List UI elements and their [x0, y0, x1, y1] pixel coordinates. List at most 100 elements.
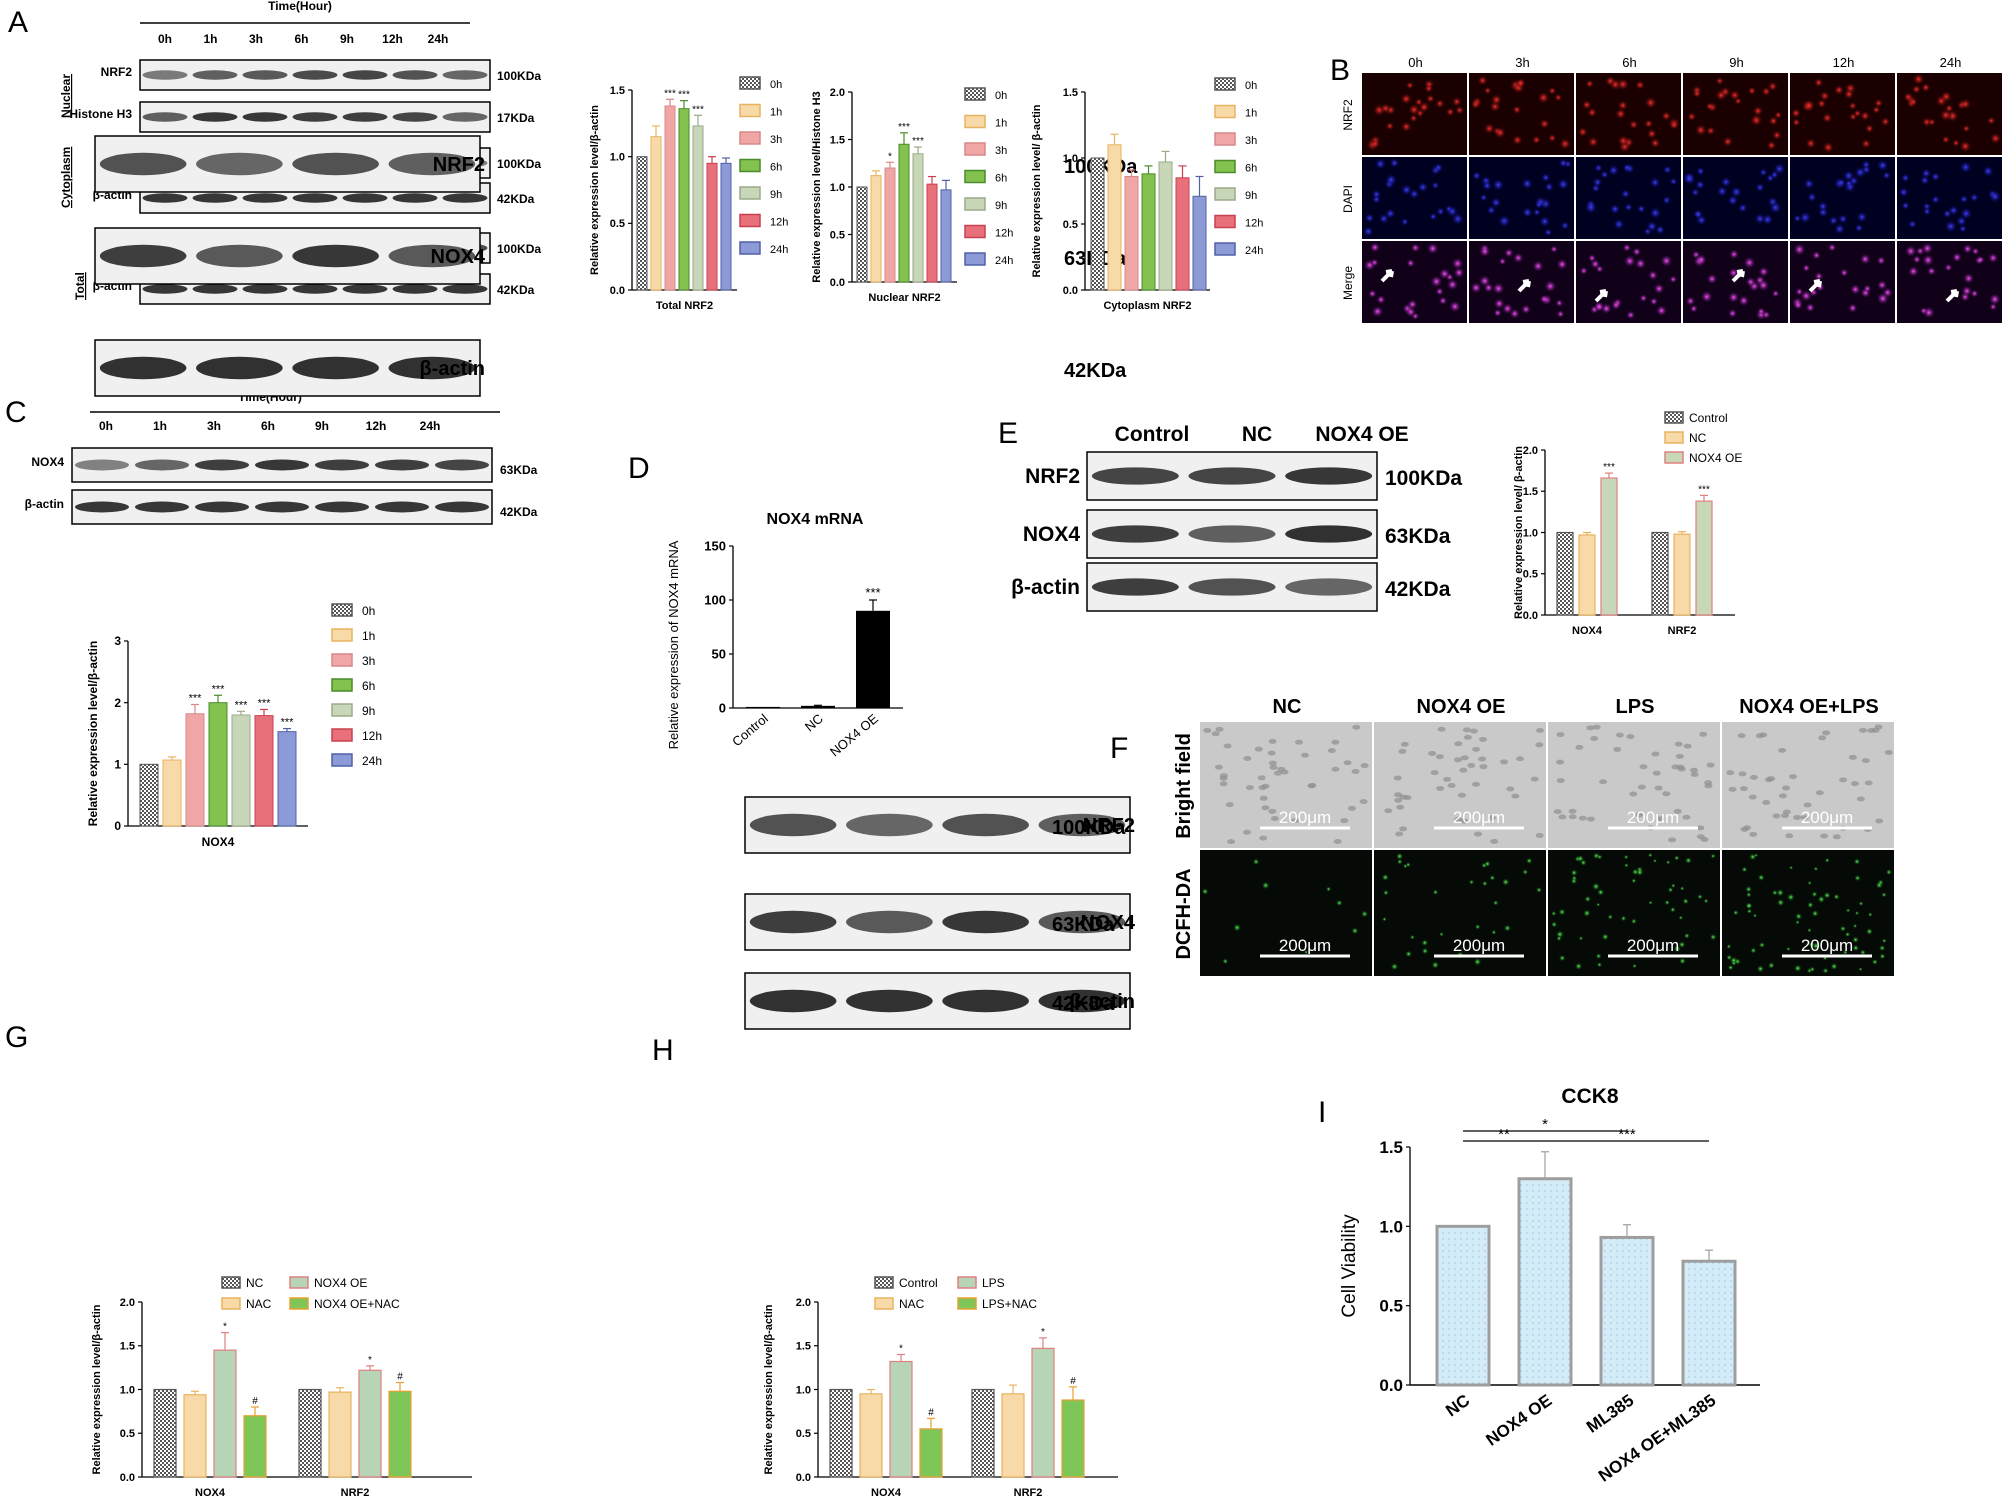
significance-label: * [899, 1344, 903, 1355]
significance-label: *** [865, 585, 880, 600]
cell-outline [1398, 748, 1407, 754]
chart-A1: 0.00.51.01.5 *** ******Total NRF2Relative … [589, 76, 788, 312]
panel-label-c: C [5, 396, 27, 429]
cell-outline [1861, 758, 1870, 764]
fluorescent-cell [1758, 941, 1766, 949]
cell-nucleus [1982, 165, 1994, 177]
fluorescent-cell [1631, 878, 1637, 884]
cell-outline [1215, 726, 1224, 732]
cell-nucleus [1625, 310, 1636, 320]
bar [213, 1349, 237, 1478]
bar [889, 1360, 913, 1478]
condition-label: NOX4 OE [1417, 696, 1506, 718]
cell-outline [1699, 731, 1708, 737]
y-tick-label: 1.0 [796, 1384, 811, 1396]
fluorescent-cell [1732, 909, 1739, 916]
cell-nucleus [1730, 185, 1743, 198]
fluorescent-cell [1233, 923, 1242, 932]
y-tick-label: 0.5 [1523, 569, 1538, 581]
cell-nucleus [1988, 190, 2002, 203]
cell-nucleus [1821, 112, 1833, 124]
legend-label: 6h [1245, 163, 1257, 175]
fluorescent-cell [1522, 869, 1529, 875]
y-tick-label: 0.0 [120, 1472, 135, 1484]
cell-nucleus [1491, 178, 1505, 192]
cell-nucleus [1961, 285, 1973, 297]
cell-nucleus [1380, 102, 1391, 114]
cell-nucleus [1547, 133, 1557, 143]
time-label: 0h [1408, 55, 1422, 70]
group-label-cytoplasm: Cytoplasm [59, 147, 73, 208]
fluorescent-cell [1382, 889, 1389, 896]
cell-outline [1739, 786, 1748, 792]
fluorescent-cell [1746, 892, 1752, 898]
cell-outline [1864, 780, 1873, 786]
blot-band [942, 989, 1029, 1013]
cell-nucleus [1470, 281, 1483, 294]
bar [358, 1369, 382, 1478]
cell-nucleus [1962, 272, 1975, 285]
arrow-icon [1594, 289, 1608, 303]
cell-outline [1740, 826, 1749, 832]
cell-nucleus [1837, 213, 1849, 224]
panel-h-blot: ControlNACLPSLPS+NACNRF2100KDaNOX463KDaβ… [0, 0, 1136, 1030]
bar [1107, 144, 1122, 291]
cell-nucleus [1400, 92, 1413, 105]
fluorescent-cell [1597, 854, 1603, 860]
cell-outline [1395, 831, 1404, 837]
blot-band [392, 70, 438, 80]
bar [856, 610, 890, 708]
cell-nucleus [1919, 306, 1928, 315]
cell-nucleus [1876, 279, 1888, 291]
fluorescent-cell [1879, 944, 1886, 952]
cell-outline [1793, 815, 1802, 821]
cell-nucleus [1745, 276, 1756, 288]
fluorescent-cell [1592, 882, 1600, 891]
legend-label: 9h [362, 704, 375, 718]
cell-outline [1359, 799, 1368, 805]
blot-row-label: NOX4 [31, 455, 64, 469]
blot-band [292, 70, 338, 80]
cell-outline [1478, 736, 1487, 742]
blot-row-label: NRF2 [1025, 465, 1080, 488]
cell-nucleus [1497, 214, 1511, 228]
cell-outline [1270, 816, 1279, 822]
blot-column-label: NOX4 OE+NAC [0, 0, 72, 5]
cell-nucleus [1880, 116, 1891, 127]
cell-nucleus [1904, 244, 1917, 258]
cell-outline [1459, 767, 1468, 773]
cell-nucleus [1613, 218, 1625, 231]
cell-nucleus [1662, 195, 1672, 205]
legend-label: 0h [362, 604, 375, 618]
cell-nucleus [1729, 89, 1741, 101]
cell-outline [1462, 727, 1471, 733]
fluorescent-cell [1807, 880, 1812, 886]
x-tick-label: Control [729, 711, 771, 750]
cell-nucleus [1816, 98, 1827, 109]
fluorescent-cell [1570, 869, 1578, 877]
cell-nucleus [1639, 293, 1648, 303]
fluorescent-cell [1409, 934, 1415, 940]
cell-nucleus [1636, 204, 1646, 214]
cell-nucleus [1863, 284, 1872, 293]
cell-outline [1471, 781, 1480, 787]
cell-outline [1268, 808, 1277, 814]
cell-outline [1767, 776, 1776, 782]
cell-nucleus [1749, 113, 1763, 127]
chart-title: CCK8 [1561, 1085, 1618, 1108]
cell-nucleus [1685, 296, 1696, 307]
cell-nucleus [1754, 212, 1766, 225]
bar [1175, 177, 1190, 291]
legend-label: 6h [995, 173, 1007, 185]
legend-swatch [957, 1297, 977, 1310]
legend-label: 12h [362, 729, 382, 743]
fluorescent-cell [1556, 935, 1562, 942]
cell-nucleus [1632, 247, 1642, 257]
blot-band [392, 284, 438, 294]
bar [650, 136, 662, 291]
cell-nucleus [1649, 176, 1661, 189]
chart-E: 0.0 0.5 1.0 1.5 2.0 *** NOX4 *** NRF2 Relative ex… [1513, 411, 1742, 637]
cell-nucleus [1503, 247, 1514, 258]
cell-nucleus [1759, 168, 1768, 177]
cell-nucleus [1944, 263, 1953, 272]
